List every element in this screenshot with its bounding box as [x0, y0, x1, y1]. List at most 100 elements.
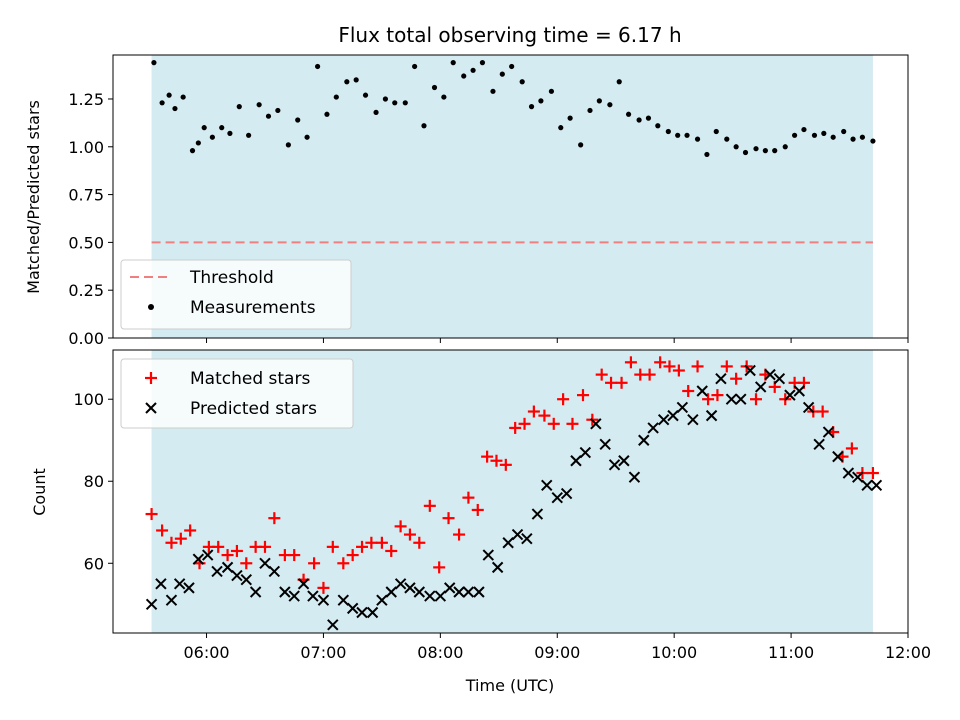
y-tick-label: 100 — [73, 390, 104, 409]
measurement-point — [791, 132, 798, 138]
top-x-ticks — [206, 338, 909, 343]
bottom-legend: Matched stars Predicted stars — [120, 358, 354, 429]
measurement-point — [713, 128, 719, 135]
measurement-point — [490, 88, 496, 94]
matched-star-point — [240, 557, 253, 570]
measurement-point — [519, 79, 525, 85]
y-tick-label: 0.25 — [68, 281, 104, 300]
y-tick-label: 1.00 — [68, 138, 104, 157]
bottom-y-axis-label: Count — [30, 468, 49, 516]
predicted-star-point — [192, 553, 205, 565]
predicted-star-point — [657, 414, 670, 426]
predicted-star-point — [491, 561, 504, 574]
measurement-point — [724, 136, 730, 142]
predicted-star-point — [725, 393, 738, 405]
predicted-star-point — [502, 537, 514, 549]
bottom-x-ticks: 06:00 07:00 08:00 09:00 10:00 11:00 12:00 — [183, 633, 931, 662]
measurement-point — [236, 104, 242, 110]
measurement-point — [578, 142, 584, 148]
predicted-star-point — [608, 459, 621, 471]
predicted-star-point — [356, 606, 368, 619]
measurement-point — [412, 63, 418, 70]
matched-star-point — [605, 376, 618, 389]
legend-predicted-label: Predicted stars — [190, 399, 317, 419]
measurement-point — [859, 134, 866, 140]
measurement-point — [548, 88, 555, 94]
predicted-star-point — [590, 418, 602, 430]
predicted-star-point — [541, 479, 553, 492]
predicted-star-point — [696, 385, 708, 397]
matched-star-point — [258, 540, 271, 553]
measurement-point — [314, 63, 321, 70]
measurement-point — [675, 132, 681, 138]
matched-star-point — [576, 389, 589, 402]
measurement-point — [801, 126, 807, 133]
matched-star-point — [433, 561, 446, 574]
predicted-star-point — [784, 389, 796, 401]
x-tick-label: 10:00 — [651, 643, 697, 662]
predicted-star-point — [297, 578, 310, 590]
measurement-point — [558, 125, 564, 131]
legend-measurements-swatch — [148, 304, 154, 310]
matched-star-point — [453, 528, 466, 541]
matched-star-point — [423, 499, 436, 512]
y-tick-label: 80 — [84, 472, 104, 491]
matched-star-point — [221, 549, 234, 562]
matched-star-point — [403, 528, 416, 541]
matched-star-point — [471, 503, 484, 516]
measurement-point — [353, 77, 359, 83]
matched-star-point — [375, 536, 388, 549]
measurement-point — [166, 92, 172, 98]
predicted-star-point — [638, 434, 650, 446]
matched-star-point — [481, 450, 494, 463]
predicted-star-point — [155, 578, 167, 590]
predicted-star-point — [413, 586, 426, 598]
measurement-point — [304, 134, 310, 140]
matched-star-point — [702, 393, 715, 406]
measurement-point — [151, 60, 157, 66]
measurement-point — [180, 94, 186, 100]
matched-star-point — [346, 549, 359, 562]
measurement-point — [509, 63, 515, 70]
measurement-point — [684, 132, 690, 138]
predicted-star-point — [268, 565, 281, 578]
matched-star-point — [615, 376, 628, 389]
predicted-star-point — [735, 393, 747, 405]
predicted-star-point — [288, 590, 300, 602]
predicted-star-point — [385, 586, 397, 598]
measurement-point — [782, 144, 788, 150]
x-tick-label: 07:00 — [300, 643, 346, 662]
measurement-point — [625, 111, 632, 117]
predicted-star-point — [870, 479, 883, 492]
predicted-star-point — [667, 409, 679, 422]
matched-star-point — [663, 360, 676, 373]
measurement-point — [499, 71, 505, 77]
predicted-star-point — [482, 549, 494, 561]
y-tick-label: 0.50 — [68, 233, 104, 252]
top-legend-box — [120, 259, 352, 330]
measurement-point — [172, 105, 178, 112]
predicted-star-point — [317, 594, 330, 606]
matched-star-point — [156, 524, 169, 537]
measurement-point — [616, 79, 622, 85]
matched-star-point — [557, 393, 570, 406]
predicted-star-point — [327, 619, 339, 631]
measurement-point — [373, 109, 379, 115]
predicted-star-point — [462, 586, 475, 598]
predicted-star-point — [618, 455, 630, 467]
predicted-star-point — [424, 590, 436, 602]
measurement-point — [256, 102, 262, 108]
matched-star-point — [527, 405, 540, 418]
measurement-point — [441, 94, 447, 100]
y-tick-label: 0.75 — [68, 186, 104, 205]
measurement-point — [753, 146, 759, 152]
predicted-star-point — [531, 508, 544, 520]
predicted-star-point — [211, 565, 223, 578]
measurement-point — [450, 60, 456, 66]
predicted-star-point — [570, 455, 582, 467]
matched-star-point — [672, 364, 685, 377]
predicted-star-point — [793, 385, 805, 397]
y-tick-label: 60 — [84, 554, 104, 573]
measurement-point — [285, 142, 291, 148]
predicted-star-point — [434, 590, 447, 602]
